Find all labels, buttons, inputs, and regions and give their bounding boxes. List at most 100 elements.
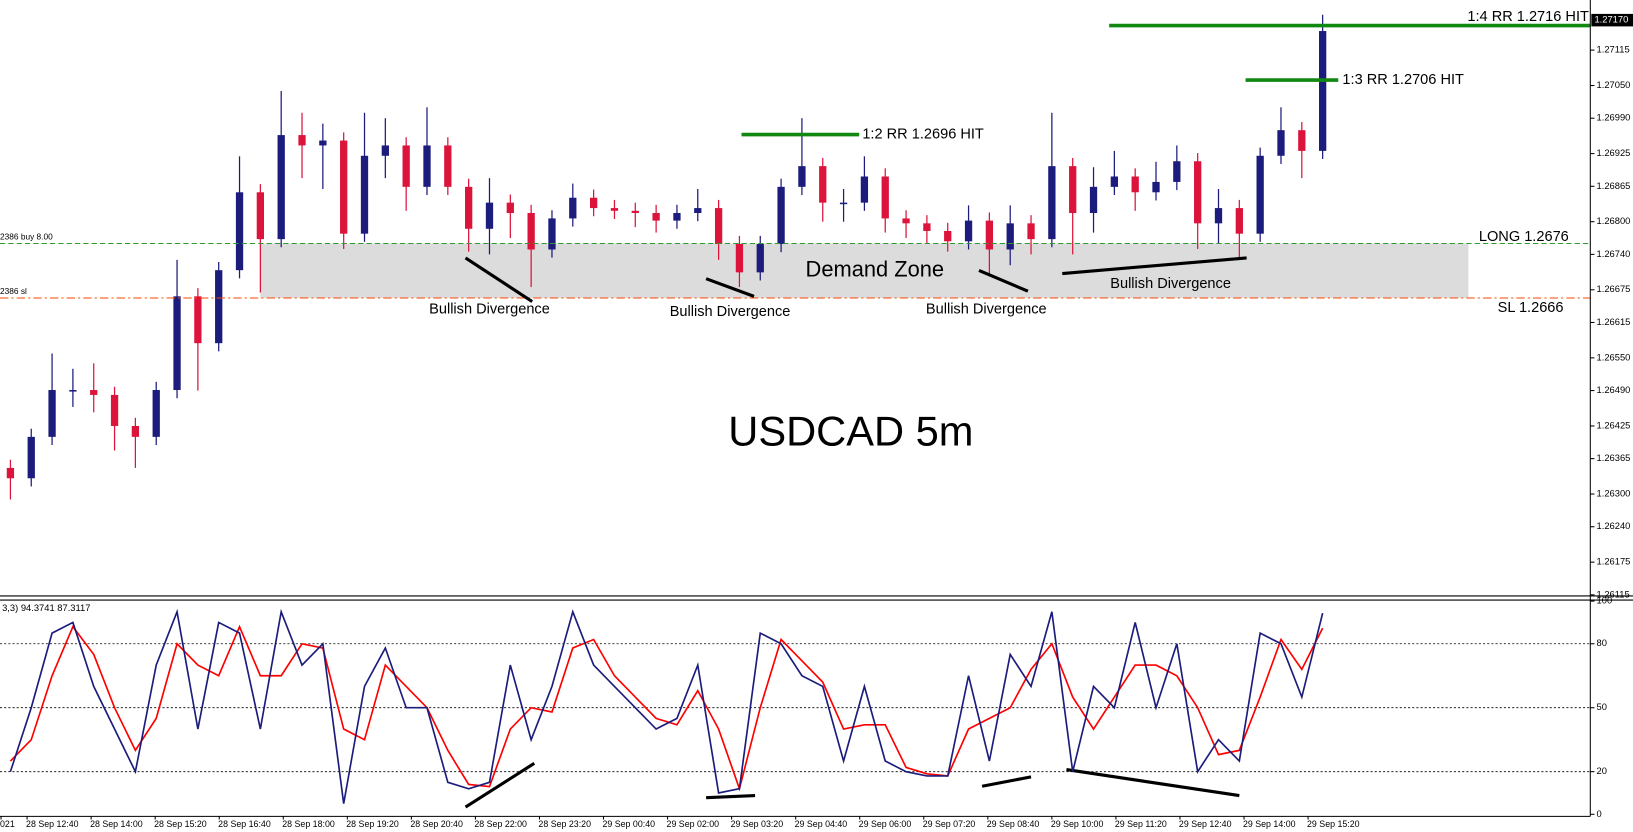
y-tick-label: 1.27050 (1597, 80, 1631, 90)
candle-body (631, 210, 639, 213)
demand-zone (260, 243, 1469, 298)
candle-body (235, 192, 244, 271)
candle-body (964, 220, 973, 242)
candle-body (444, 145, 452, 187)
overlay-layer: Demand Zone LONG 1.2676 SL 1.2666 1:2 RR 1.… (0, 9, 1591, 320)
level-label: 1:4 RR 1.2716 HIT (1467, 9, 1589, 25)
candle-body (1298, 130, 1306, 151)
level-label: SL 1.2666 (1498, 300, 1564, 316)
divergence-line (1062, 256, 1247, 276)
y-tick-label: 1.26550 (1597, 352, 1631, 362)
candle-body (860, 176, 869, 203)
y-tick-label: 1.27115 (1597, 45, 1630, 55)
candle-body (1277, 130, 1285, 156)
candle-body (506, 202, 514, 213)
y-tick-label: 1.26365 (1597, 453, 1631, 463)
candle-body (256, 192, 265, 240)
y-tick-label: 1.26990 (1597, 113, 1631, 123)
level-label: 1:2 RR 1.2696 HIT (862, 126, 984, 142)
candle-body (569, 197, 577, 219)
x-tick-label: 29 Sep 10:00 (1051, 819, 1104, 829)
candle-body (1089, 186, 1098, 213)
candle-body (402, 145, 410, 187)
x-tick-label: 29 Sep 04:40 (795, 819, 848, 829)
candle-body (1194, 161, 1202, 224)
level-label: 1:3 RR 1.2706 HIT (1342, 72, 1464, 88)
annotation: Bullish Divergence (670, 304, 791, 320)
candle-body (735, 244, 744, 273)
annotation: Bullish Divergence (429, 302, 550, 318)
divergence-line (1066, 768, 1240, 798)
indicator-label: 3,3) 94.3741 87.3117 (2, 603, 90, 613)
x-tick-label: 28 Sep 22:00 (474, 819, 527, 829)
last-price-box (1591, 13, 1633, 27)
candle-body (610, 208, 619, 211)
candle-body (1006, 223, 1014, 250)
indicator-line (9, 624, 1324, 792)
indicator-line (9, 608, 1324, 804)
candle-body (589, 197, 598, 209)
x-tick-label: 28 Sep 19:20 (346, 819, 399, 829)
y-tick-label: 0 (1597, 809, 1602, 819)
y-tick-label: 1.26800 (1597, 216, 1631, 226)
x-tick-label: 29 Sep 15:20 (1307, 819, 1360, 829)
candle-body (360, 155, 369, 234)
candle-body (110, 394, 119, 426)
divergence-line (978, 268, 1029, 293)
x-tick-label: 29 Sep 12:40 (1179, 819, 1232, 829)
y-tick-label: 1.26425 (1597, 420, 1631, 430)
divergence-line (706, 794, 756, 800)
y-tick-label: 1.26490 (1597, 385, 1631, 395)
candle-body (381, 145, 389, 156)
chart-title: USDCAD 5m (728, 408, 973, 455)
y-tick-label: 50 (1597, 702, 1607, 712)
x-tick-label: 28 Sep 12:40 (26, 819, 79, 829)
x-tick-label: 29 Sep 07:20 (923, 819, 976, 829)
y-tick-label: 1.26615 (1597, 317, 1631, 327)
candle-body (298, 135, 306, 146)
candle-body (923, 223, 931, 231)
candle-body (1173, 161, 1181, 182)
candle-body (90, 390, 98, 395)
candle-body (319, 140, 327, 146)
candle-body (1319, 31, 1327, 151)
candle-body (152, 390, 160, 437)
candle-body (1235, 208, 1243, 234)
zone-layer (260, 243, 1469, 298)
candle-body (194, 296, 202, 344)
y-tick-label: 1.26115 (1597, 589, 1630, 599)
x-tick-label: 29 Sep 06:00 (859, 819, 912, 829)
order-label: 2386 buy 8.00 (0, 231, 53, 241)
annotation: Bullish Divergence (926, 302, 1047, 318)
y-tick-label: 1.26740 (1597, 249, 1631, 259)
candle-body (1110, 176, 1119, 187)
y-tick-label: 100 (1597, 596, 1613, 606)
candle-body (1256, 155, 1264, 234)
x-tick-label: 29 Sep 00:40 (602, 819, 655, 829)
candle-body (215, 270, 223, 344)
candle-body (902, 218, 910, 224)
candle-body (777, 186, 785, 245)
x-tick-label: 28 Sep 20:40 (410, 819, 463, 829)
y-tick-label: 1.26175 (1597, 557, 1631, 567)
zone-label: Demand Zone (806, 256, 945, 281)
candle-body (173, 296, 181, 391)
x-tick-label: 29 Sep 08:40 (987, 819, 1040, 829)
divergence-line (464, 762, 536, 809)
y-tick-label: 1.26300 (1597, 489, 1631, 499)
x-tick-label: 29 Sep 03:20 (731, 819, 784, 829)
candle-body (985, 220, 994, 250)
x-tick-label: 29 Sep 11:20 (1115, 819, 1167, 829)
x-tick-label: 29 Sep 02:00 (667, 819, 720, 829)
candle-body (69, 390, 77, 392)
order-label: 2386 sl (0, 286, 27, 296)
candle-body (1152, 181, 1160, 193)
x-tick-label: 28 Sep 16:40 (218, 819, 271, 829)
divergence-lines (464, 256, 1247, 809)
candle-body (819, 166, 827, 203)
y-tick-label: 80 (1597, 638, 1607, 648)
candle-body (1027, 223, 1035, 240)
last-price-label: 1.27170 (1594, 15, 1628, 25)
x-tick-label: 28 Sep 15:20 (154, 819, 207, 829)
x-tick-label: 28 Sep 14:00 (90, 819, 143, 829)
